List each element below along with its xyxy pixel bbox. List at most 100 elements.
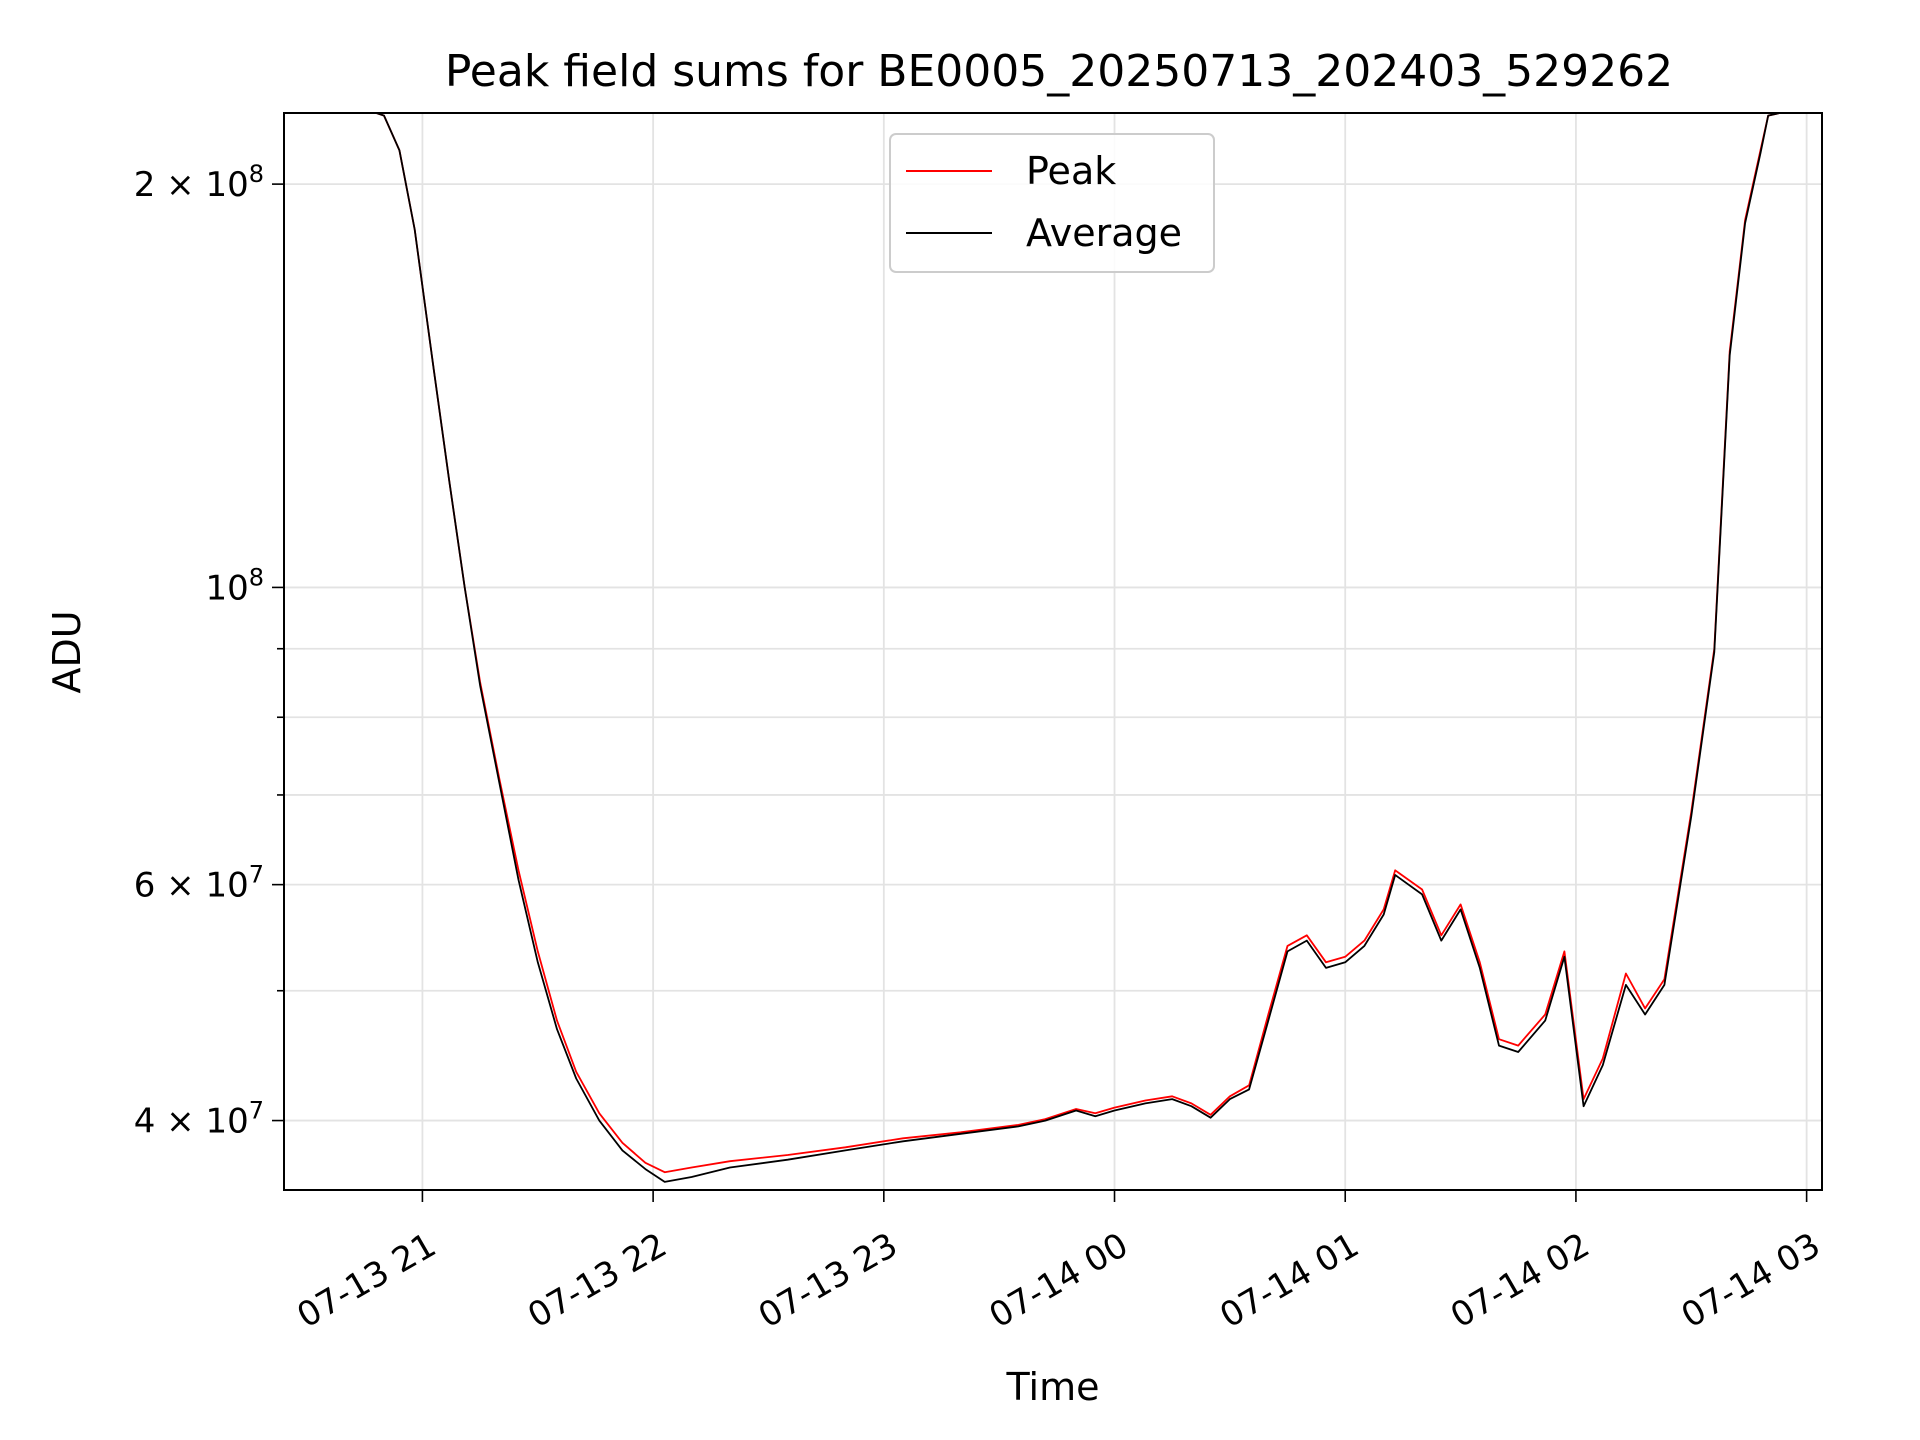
data-point-average: [691, 1176, 693, 1178]
data-point-average: [960, 1133, 962, 1135]
legend: Peak Average: [889, 133, 1215, 273]
data-point-peak: [787, 1154, 789, 1156]
data-point-peak: [729, 1160, 731, 1162]
data-point-average: [1744, 222, 1746, 224]
data-point-average: [499, 782, 501, 784]
data-point-average: [1364, 945, 1366, 947]
data-point-average: [537, 962, 539, 964]
data-point-average: [1045, 1120, 1047, 1122]
data-point-peak: [1421, 889, 1423, 891]
data-point-average: [1760, 152, 1762, 154]
plot-frame: [283, 112, 1823, 1191]
data-point-average: [479, 685, 481, 687]
data-point-average: [1479, 967, 1481, 969]
data-point-peak: [1625, 973, 1627, 975]
chart-title: Peak field sums for BE0005_20250713_2024…: [445, 46, 1673, 97]
data-point-average: [1383, 914, 1385, 916]
data-point-peak: [575, 1071, 577, 1073]
data-point-peak: [1479, 962, 1481, 964]
data-point-peak: [845, 1147, 847, 1149]
data-point-peak: [664, 1171, 666, 1173]
data-point-average: [1625, 984, 1627, 986]
data-point-peak: [902, 1138, 904, 1140]
data-point-average: [1248, 1089, 1250, 1091]
data-point-average: [1691, 815, 1693, 817]
data-point-average: [575, 1078, 577, 1080]
legend-label-peak: Peak: [1026, 149, 1116, 193]
data-point-average: [787, 1159, 789, 1161]
data-point-peak: [1075, 1108, 1077, 1110]
data-point-average: [1441, 940, 1443, 942]
data-point-peak: [518, 870, 520, 872]
data-point-average: [1498, 1045, 1500, 1047]
y-axis-label: ADU: [45, 610, 89, 693]
data-point-average: [845, 1150, 847, 1152]
data-point-peak: [1344, 956, 1346, 958]
data-point-peak: [1145, 1100, 1147, 1102]
data-point-average: [729, 1167, 731, 1169]
data-point-average: [1075, 1110, 1077, 1112]
data-point-average: [1544, 1020, 1546, 1022]
series-line-average: [376, 113, 1792, 1183]
data-point-peak: [691, 1167, 693, 1169]
data-point-peak: [556, 1020, 558, 1022]
data-point-peak: [1268, 1014, 1270, 1016]
data-point-average: [664, 1181, 666, 1183]
data-point-average: [1664, 984, 1666, 986]
data-point-average: [556, 1028, 558, 1030]
data-point-peak: [1602, 1058, 1604, 1060]
data-point-average: [449, 481, 451, 483]
data-point-peak: [1517, 1045, 1519, 1047]
data-point-peak: [1544, 1014, 1546, 1016]
x-axis-label: Time: [1006, 1365, 1100, 1409]
legend-label-average: Average: [1026, 211, 1182, 255]
data-point-average: [645, 1168, 647, 1170]
data-point-average: [902, 1141, 904, 1143]
data-point-average: [1325, 967, 1327, 969]
data-point-average: [1018, 1126, 1020, 1128]
data-point-average: [1714, 651, 1716, 653]
data-point-average: [1644, 1014, 1646, 1016]
data-point-average: [414, 229, 416, 231]
data-point-average: [1171, 1098, 1173, 1100]
data-point-average: [1602, 1064, 1604, 1066]
data-point-peak: [1229, 1096, 1231, 1098]
data-point-average: [1114, 1110, 1116, 1112]
data-point-peak: [1114, 1107, 1116, 1109]
data-point-average: [433, 370, 435, 372]
data-point-average: [1306, 940, 1308, 942]
data-point-average: [464, 587, 466, 589]
data-point-average: [1287, 951, 1289, 953]
data-point-average: [1268, 1020, 1270, 1022]
series-layer: [376, 113, 1792, 1183]
data-point-average: [1229, 1098, 1231, 1100]
y-tick-label-2: 108: [205, 563, 264, 608]
data-point-average: [1095, 1115, 1097, 1117]
data-point-peak: [645, 1162, 647, 1164]
data-point-average: [1145, 1103, 1147, 1105]
data-point-average: [1767, 115, 1769, 117]
data-point-peak: [1191, 1103, 1193, 1105]
data-point-average: [599, 1120, 601, 1122]
series-line-peak: [376, 113, 1792, 1174]
data-point-average: [1344, 962, 1346, 964]
data-point-peak: [1564, 951, 1566, 953]
data-point-peak: [1460, 904, 1462, 906]
data-point-peak: [1171, 1096, 1173, 1098]
data-point-peak: [622, 1142, 624, 1144]
data-point-peak: [1394, 870, 1396, 872]
data-point-average: [399, 149, 401, 151]
data-point-peak: [1325, 962, 1327, 964]
data-point-peak: [1210, 1114, 1212, 1116]
y-tick-label-3: 2 × 108: [134, 160, 264, 205]
data-point-peak: [537, 951, 539, 953]
data-point-peak: [599, 1113, 601, 1115]
data-point-average: [1421, 894, 1423, 896]
y-tick-label-0: 4 × 107: [134, 1097, 264, 1142]
data-point-average: [1191, 1105, 1193, 1107]
data-point-average: [1564, 956, 1566, 958]
data-point-peak: [1364, 940, 1366, 942]
y-tick-label-1: 6 × 107: [134, 861, 264, 906]
data-point-average: [1583, 1105, 1585, 1107]
